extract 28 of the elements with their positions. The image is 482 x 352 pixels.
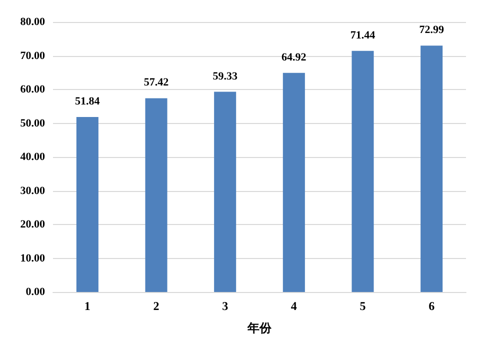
- data-label: 59.33: [212, 70, 238, 82]
- y-tick-label: 60.00: [20, 84, 46, 96]
- bar: [282, 72, 305, 292]
- x-tick-label: 3: [222, 299, 228, 313]
- bar: [352, 50, 374, 292]
- y-tick-label: 0.00: [26, 286, 46, 298]
- bar: [420, 46, 443, 292]
- data-label: 51.84: [75, 96, 100, 108]
- y-tick-label: 50.00: [20, 117, 46, 130]
- x-axis-title: 年份: [246, 321, 272, 335]
- data-label: 64.92: [282, 51, 307, 64]
- y-tick-label: 20.00: [20, 218, 46, 230]
- x-tick-label: 2: [153, 299, 160, 313]
- y-tick-label: 80.00: [20, 16, 46, 28]
- bar: [214, 92, 236, 292]
- data-label: 71.44: [350, 29, 376, 42]
- y-tick-label: 40.00: [20, 151, 46, 163]
- x-tick-label: 5: [360, 299, 366, 313]
- y-tick-label: 10.00: [20, 252, 46, 264]
- bar: [76, 117, 98, 292]
- bar: [145, 98, 168, 292]
- y-tick-label: 70.00: [20, 50, 46, 62]
- x-tick-label: 1: [84, 299, 90, 313]
- data-label: 72.99: [419, 24, 444, 36]
- x-tick-label: 4: [290, 299, 297, 313]
- data-label: 57.42: [144, 76, 170, 89]
- y-tick-label: 30.00: [20, 184, 46, 197]
- x-tick-label: 6: [428, 299, 435, 313]
